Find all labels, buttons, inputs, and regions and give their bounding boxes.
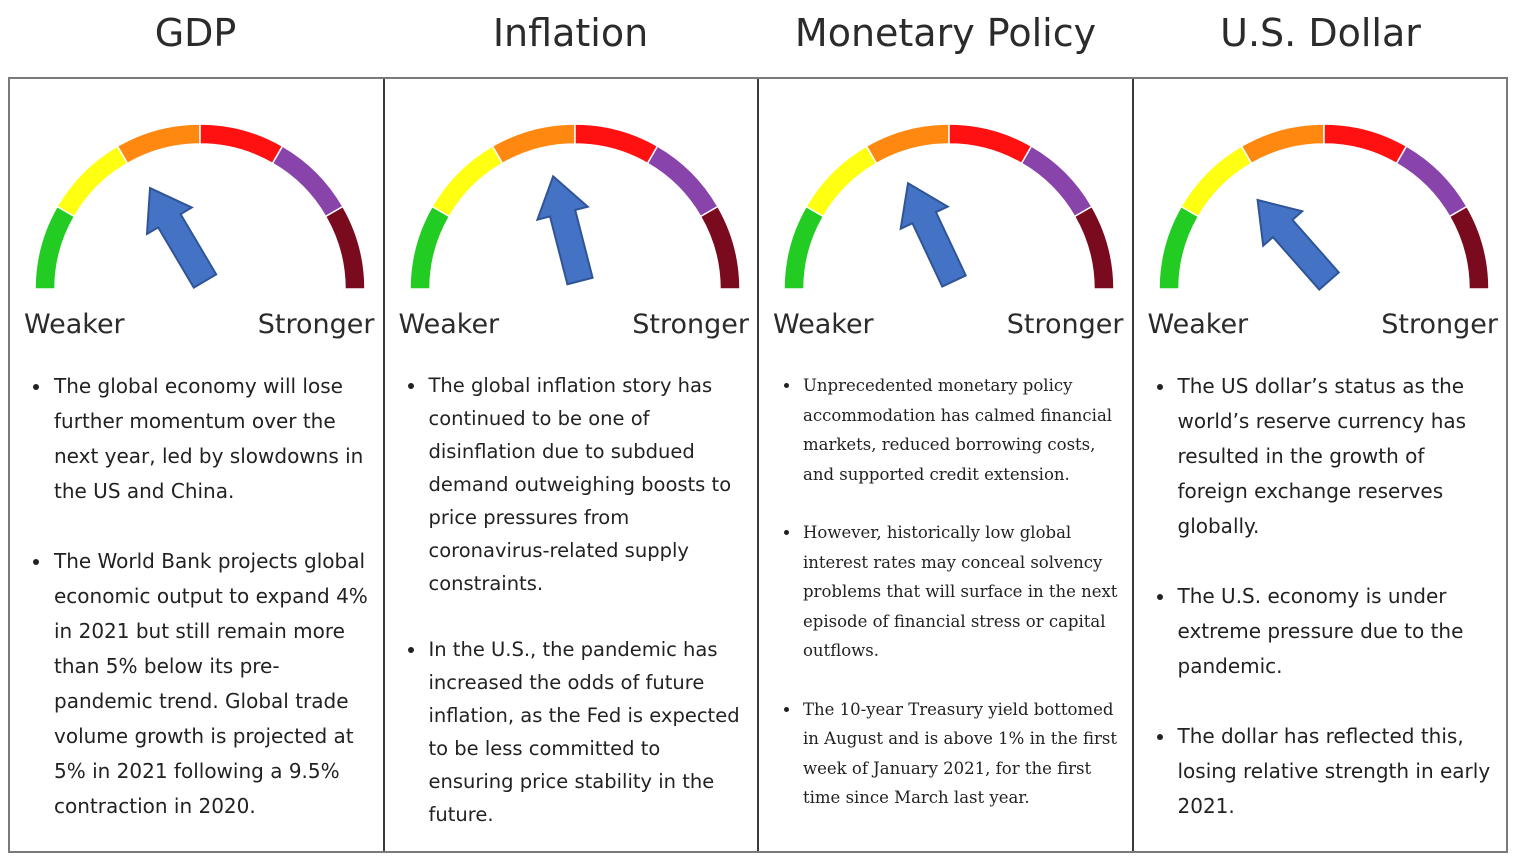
needle-arrow-icon bbox=[535, 174, 594, 286]
gauge-maroon-segment bbox=[324, 205, 366, 290]
us-dollar-scale: Weaker Stronger bbox=[1148, 309, 1499, 340]
gauge-orange-segment bbox=[490, 123, 576, 165]
needle-arrow-icon bbox=[899, 181, 968, 288]
us-dollar-title: U.S. Dollar bbox=[1220, 11, 1421, 55]
bullet-item: The World Bank projects global economic … bbox=[52, 544, 377, 824]
gauge-purple-segment bbox=[271, 145, 344, 218]
bullet-item: The US dollar’s status as the world’s re… bbox=[1176, 369, 1501, 544]
bullet-item: The global economy will lose further mom… bbox=[52, 369, 377, 509]
inflation-scale: Weaker Stronger bbox=[399, 309, 750, 340]
gauge-maroon-segment bbox=[1448, 205, 1490, 290]
monetary-policy-scale: Weaker Stronger bbox=[773, 309, 1124, 340]
us-dollar-gauge bbox=[1157, 123, 1490, 292]
gdp-bullets: The global economy will lose further mom… bbox=[32, 369, 377, 859]
gdp-gauge bbox=[34, 123, 366, 290]
weaker-label: Weaker bbox=[398, 309, 500, 340]
bullet-item: However, historically low global interes… bbox=[801, 518, 1126, 666]
inflation-title: Inflation bbox=[492, 11, 649, 55]
gauge-green-segment bbox=[1157, 205, 1199, 290]
gauge-purple-segment bbox=[645, 145, 719, 218]
stronger-label: Stronger bbox=[1381, 309, 1498, 340]
gauge-orange-segment bbox=[116, 123, 201, 165]
us-dollar-panel: Weaker Stronger The US dollar’s status a… bbox=[1134, 79, 1507, 851]
gauge-green-segment bbox=[783, 205, 825, 290]
us-dollar-bullets: The US dollar’s status as the world’s re… bbox=[1156, 369, 1501, 859]
gauge-yellow-segment bbox=[1179, 145, 1253, 218]
gdp-panel: Weaker Stronger The global economy will … bbox=[10, 79, 385, 851]
gauge-yellow-segment bbox=[805, 145, 878, 218]
gdp-title: GDP bbox=[154, 11, 237, 55]
needle-arrow-icon bbox=[1255, 198, 1340, 292]
bullet-item: The dollar has reflected this, losing re… bbox=[1176, 719, 1501, 824]
monetary-policy-bullets: Unprecedented monetary policy accommodat… bbox=[781, 371, 1126, 842]
needle-arrow-icon bbox=[145, 186, 218, 289]
stronger-label: Stronger bbox=[1006, 309, 1124, 340]
weaker-label: Weaker bbox=[24, 309, 125, 340]
bullet-item: The global inflation story has continued… bbox=[427, 369, 752, 600]
gauge-green-segment bbox=[34, 205, 76, 290]
gauge-maroon-segment bbox=[699, 205, 741, 290]
gauge-orange-segment bbox=[1239, 123, 1325, 165]
gdp-scale: Weaker Stronger bbox=[24, 309, 375, 340]
gauge-orange-segment bbox=[865, 123, 950, 165]
inflation-panel: Weaker Stronger The global inflation sto… bbox=[385, 79, 759, 851]
gauge-yellow-segment bbox=[56, 145, 129, 218]
monetary-policy-panel: Weaker Stronger Unprecedented monetary p… bbox=[759, 79, 1134, 851]
stronger-label: Stronger bbox=[632, 309, 749, 340]
gauge-red-segment bbox=[573, 123, 659, 165]
gauge-maroon-segment bbox=[1073, 205, 1115, 290]
bullet-item: Unprecedented monetary policy accommodat… bbox=[801, 371, 1126, 489]
title-row: GDP Inflation Monetary Policy U.S. Dolla… bbox=[8, 0, 1508, 76]
monetary-policy-title: Monetary Policy bbox=[794, 11, 1097, 55]
weaker-label: Weaker bbox=[1147, 309, 1249, 340]
gauge-yellow-segment bbox=[430, 145, 504, 218]
bullet-item: In the U.S., the pandemic has increased … bbox=[427, 633, 752, 831]
gauge-purple-segment bbox=[1394, 145, 1468, 218]
indicator-panels: Weaker Stronger The global economy will … bbox=[8, 77, 1508, 853]
monetary-policy-gauge bbox=[783, 123, 1115, 290]
gauge-red-segment bbox=[1322, 123, 1408, 165]
gauge-purple-segment bbox=[1020, 145, 1093, 218]
gauge-green-segment bbox=[408, 205, 450, 290]
bullet-item: The U.S. economy is under extreme pressu… bbox=[1176, 579, 1501, 684]
bullet-item: The 10-year Treasury yield bottomed in A… bbox=[801, 695, 1126, 813]
inflation-gauge bbox=[408, 123, 741, 290]
inflation-bullets: The global inflation story has continued… bbox=[407, 369, 752, 864]
stronger-label: Stronger bbox=[257, 309, 375, 340]
weaker-label: Weaker bbox=[773, 309, 874, 340]
gauge-red-segment bbox=[199, 123, 284, 165]
gauge-red-segment bbox=[948, 123, 1033, 165]
